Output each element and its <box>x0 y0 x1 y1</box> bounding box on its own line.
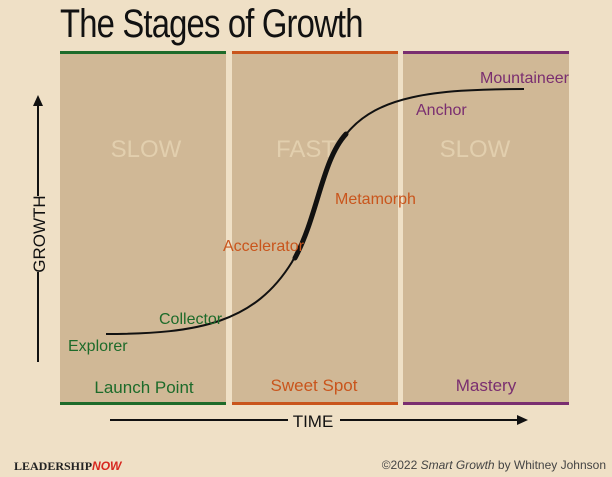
phase-label-sweet-spot: Sweet Spot <box>271 376 358 395</box>
book-title: Smart Growth <box>420 458 495 472</box>
phase-speed-label-launch-point: SLOW <box>111 136 182 163</box>
x-axis-arrowhead-icon <box>517 415 528 425</box>
x-axis-label: TIME <box>293 412 334 431</box>
logo-text-leadership: LEADERSHIP <box>14 459 93 473</box>
stage-label-mountaineer: Mountaineer <box>480 70 570 87</box>
phase-panel-sweet-spot <box>232 54 398 403</box>
phase-top-bar-launch-point <box>60 51 226 54</box>
stage-label-anchor: Anchor <box>416 102 467 119</box>
y-axis-label: GROWTH <box>30 195 49 272</box>
phase-panel-launch-point <box>60 54 226 403</box>
phase-bottom-bar-mastery <box>403 402 569 405</box>
phase-bottom-bar-launch-point <box>60 402 226 405</box>
growth-s-curve-emphasis <box>292 131 349 261</box>
phase-label-launch-point: Launch Point <box>94 378 194 397</box>
logo-text-now: NOW <box>92 459 122 473</box>
phase-panel-mastery <box>403 54 569 403</box>
phase-speed-label-sweet-spot: FAST <box>276 136 336 163</box>
phase-top-bar-mastery <box>403 51 569 54</box>
stage-label-explorer: Explorer <box>68 338 128 355</box>
diagram-title: The Stages of Growth <box>60 2 363 46</box>
copyright-credit: ©2022 Smart Growth by Whitney Johnson <box>382 458 606 472</box>
y-axis-arrowhead-icon <box>33 95 43 106</box>
leadership-now-logo: LEADERSHIPNOW <box>14 459 121 474</box>
stage-label-collector: Collector <box>159 311 223 328</box>
author-text: by Whitney Johnson <box>494 458 606 472</box>
phase-speed-label-mastery: SLOW <box>440 136 511 163</box>
phase-bottom-bar-sweet-spot <box>232 402 398 405</box>
copyright-text: ©2022 <box>381 458 421 472</box>
stage-label-accelerator: Accelerator <box>223 238 305 255</box>
stage-label-metamorph: Metamorph <box>335 191 416 208</box>
phase-top-bar-sweet-spot <box>232 51 398 54</box>
phase-label-mastery: Mastery <box>456 376 517 395</box>
